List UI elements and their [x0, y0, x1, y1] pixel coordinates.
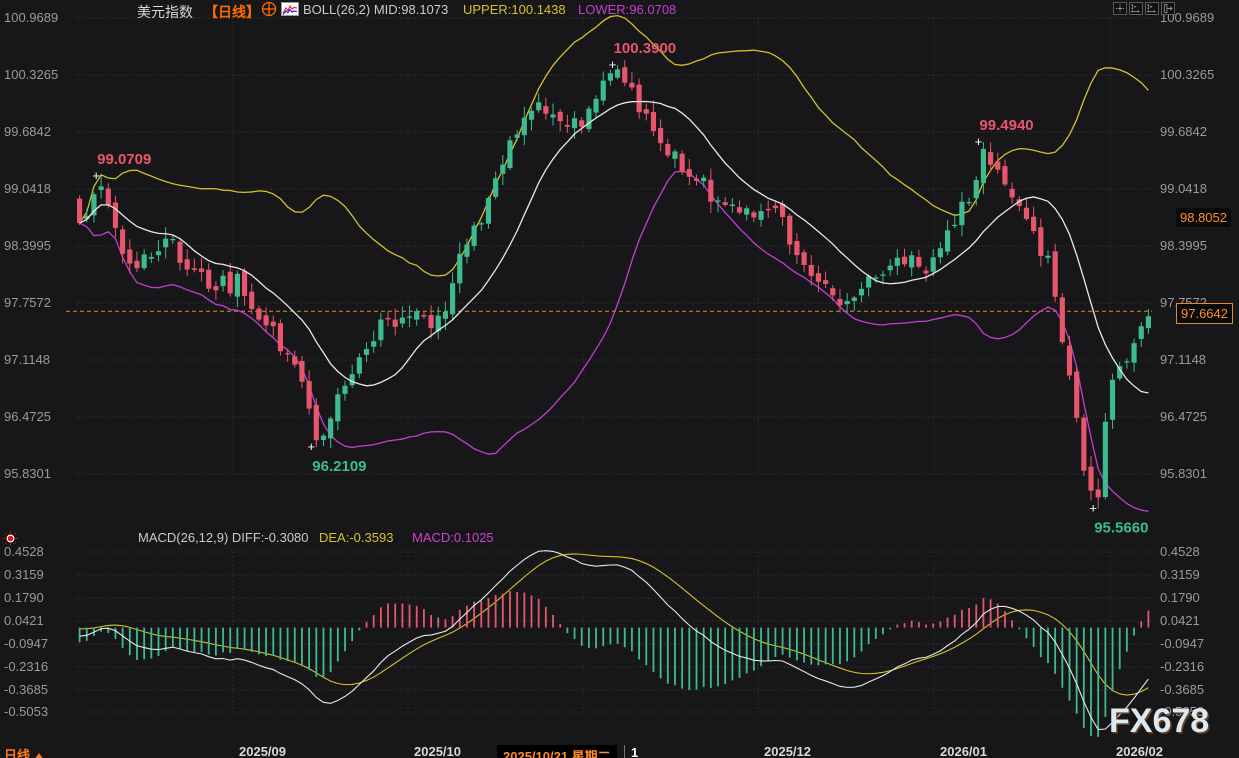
- svg-text:99.4940: 99.4940: [979, 117, 1033, 134]
- svg-text:+: +: [609, 57, 617, 72]
- svg-text:+: +: [975, 134, 983, 149]
- svg-text:+: +: [1089, 500, 1097, 515]
- svg-text:99.0709: 99.0709: [97, 151, 151, 168]
- svg-text:+: +: [92, 168, 100, 183]
- svg-text:96.2109: 96.2109: [312, 458, 366, 475]
- svg-text:100.3900: 100.3900: [614, 40, 677, 57]
- svg-text:+: +: [308, 439, 316, 454]
- svg-text:95.5660: 95.5660: [1094, 519, 1148, 536]
